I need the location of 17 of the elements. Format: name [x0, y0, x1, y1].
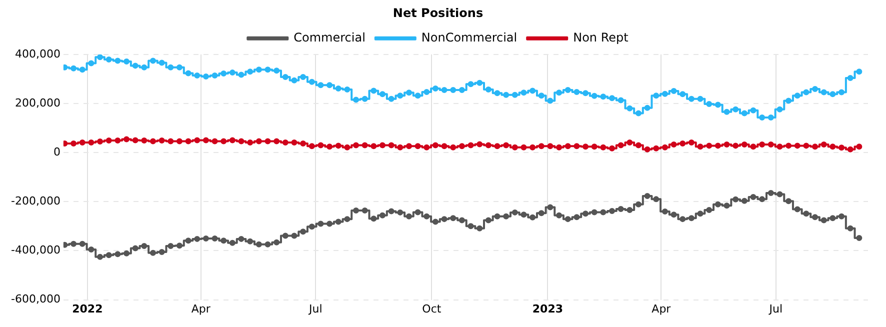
y-tick-label: -200,000 [10, 194, 60, 208]
x-tick-label: Oct [422, 302, 442, 316]
y-tick-label: 0 [53, 145, 60, 158]
legend-label: NonCommercial [421, 30, 518, 45]
x-tick-label: 2023 [532, 302, 564, 316]
y-tick-label: -400,000 [10, 244, 60, 257]
legend-label: Commercial [294, 30, 366, 45]
y-tick-label: 200,000 [14, 96, 60, 110]
x-tick-label: Apr [191, 302, 211, 316]
x-tick-label: Jul [308, 302, 322, 316]
y-tick-label: 400,000 [14, 47, 60, 60]
legend-label: Non Rept [573, 30, 629, 45]
y-tick-label: -600,000 [10, 292, 60, 306]
x-tick-label: Jul [768, 302, 783, 316]
x-tick-label: Apr [652, 302, 672, 316]
x-tick-label: 2022 [72, 302, 103, 316]
legend-title: Net Positions [392, 6, 484, 20]
